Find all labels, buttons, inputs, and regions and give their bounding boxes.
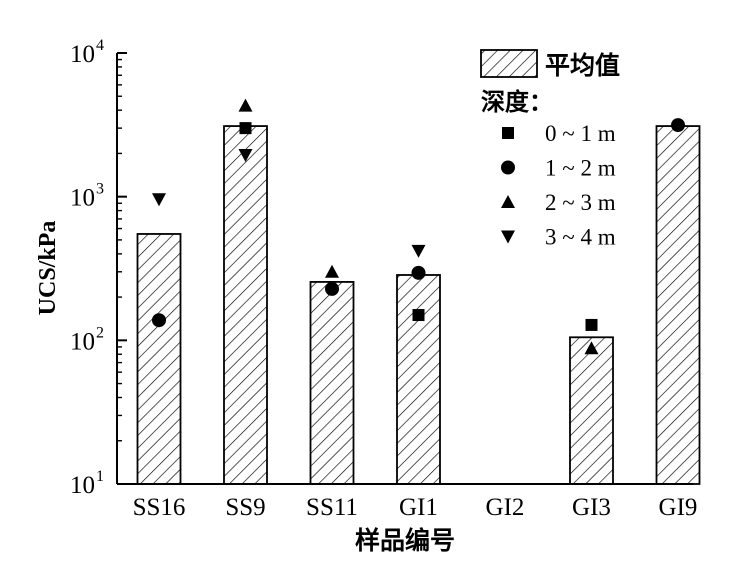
x-tick-label: SS16 <box>133 494 186 521</box>
bar-ss16 <box>136 233 182 485</box>
legend-marker-triangle-down <box>501 230 515 244</box>
point-circle-ss16 <box>152 313 166 328</box>
point-triangle-down-ss9 <box>238 149 253 162</box>
legend-marker-circle <box>501 160 515 175</box>
bar-gi1 <box>396 274 441 485</box>
point-square-ss9 <box>239 122 252 135</box>
legend-label-bar: 平均值 <box>545 51 620 80</box>
legend-label-square: 0 ~ 1 m <box>545 121 616 146</box>
legend-label-triangle-down: 3 ~ 4 m <box>545 225 616 250</box>
y-tick-label: 10 <box>70 185 95 212</box>
legend-title: 深度： <box>481 88 553 116</box>
point-circle-gi9 <box>671 118 685 133</box>
point-square-gi3 <box>585 318 598 331</box>
point-triangle-up-ss9 <box>238 98 253 112</box>
y-tick-exponent: 4 <box>96 37 104 54</box>
y-tick-label: 10 <box>70 41 95 68</box>
point-circle-ss11 <box>325 281 339 296</box>
x-tick-label: GI1 <box>399 494 438 521</box>
x-axis-title: 样品编号 <box>355 526 455 555</box>
x-tick-label: SS11 <box>306 494 358 521</box>
bar-gi9 <box>655 125 701 485</box>
x-tick-label: GI9 <box>659 494 698 521</box>
y-tick-label: 10 <box>70 328 95 355</box>
legend-marker-square <box>502 127 514 139</box>
legend-swatch-bar <box>480 49 538 78</box>
bar-gi3 <box>569 336 614 485</box>
markers-layer <box>152 98 685 355</box>
y-tick-exponent: 2 <box>96 324 104 341</box>
bar-ss9 <box>223 125 268 485</box>
x-tick-label: GI3 <box>572 494 611 521</box>
legend-marker-triangle-up <box>501 195 515 208</box>
x-tick-label: SS9 <box>225 494 265 521</box>
point-circle-gi1 <box>411 265 426 280</box>
legend-label-circle: 1 ~ 2 m <box>545 156 616 181</box>
y-tick-label: 10 <box>70 472 95 499</box>
bar-ss11 <box>309 281 355 485</box>
y-tick-exponent: 3 <box>96 181 104 198</box>
point-triangle-up-gi3 <box>584 341 599 355</box>
y-axis-title: UCS/kPa <box>35 221 61 316</box>
point-triangle-down-gi1 <box>411 244 426 258</box>
point-triangle-down-ss16 <box>152 193 166 207</box>
y-tick-exponent: 1 <box>96 468 104 485</box>
x-tick-label: GI2 <box>486 494 525 521</box>
point-triangle-up-ss11 <box>325 264 339 278</box>
point-square-gi1 <box>412 309 425 322</box>
legend-label-triangle-up: 2 ~ 3 m <box>545 190 616 215</box>
